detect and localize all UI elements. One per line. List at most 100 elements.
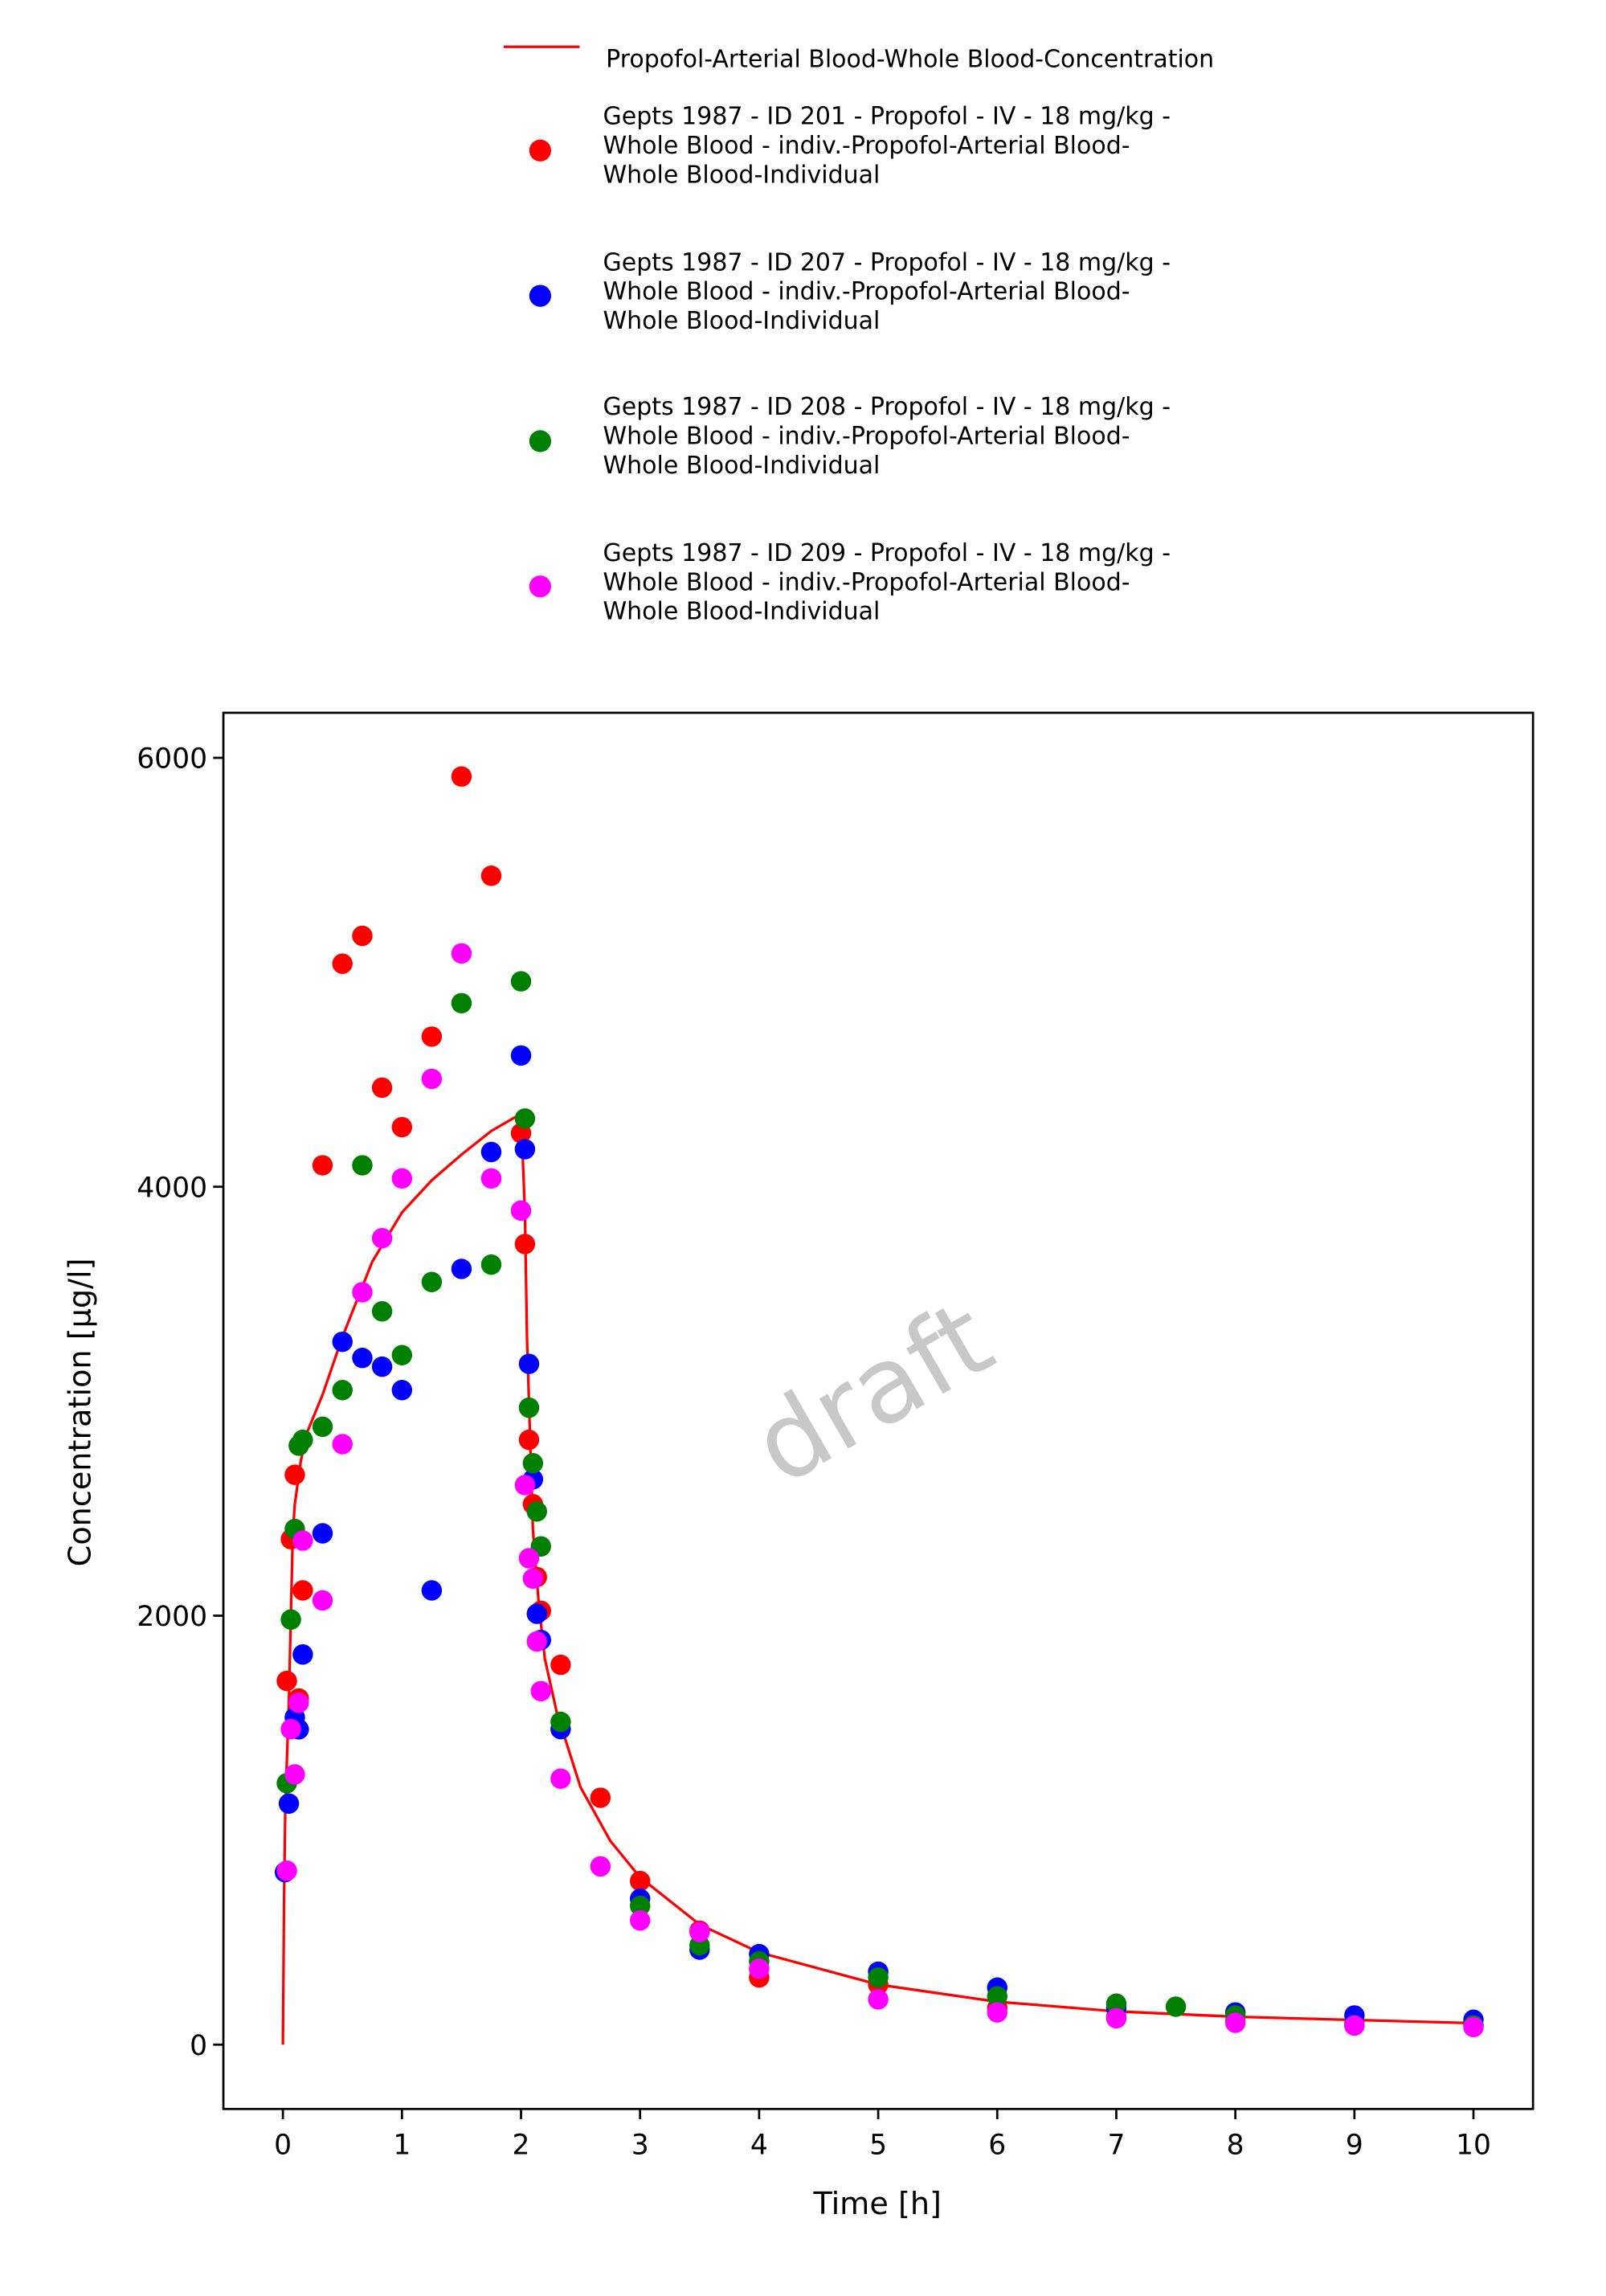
data-point xyxy=(288,1692,309,1713)
data-point xyxy=(332,1380,353,1401)
data-point xyxy=(518,1353,540,1374)
data-point xyxy=(1344,2015,1365,2036)
data-point xyxy=(312,1416,333,1438)
data-point xyxy=(371,1301,393,1322)
data-point xyxy=(391,1380,413,1401)
y-tick-label: 0 xyxy=(190,2030,207,2062)
data-point xyxy=(421,1271,443,1292)
data-point xyxy=(280,1718,301,1740)
data-point xyxy=(526,1501,547,1522)
data-point xyxy=(868,1989,889,2010)
plot-area xyxy=(274,766,1484,2045)
data-point xyxy=(1463,2016,1484,2038)
data-point xyxy=(550,1711,571,1733)
data-point xyxy=(629,1909,651,1931)
data-point xyxy=(629,1870,651,1892)
legend-marker xyxy=(529,430,552,452)
data-point xyxy=(391,1168,413,1189)
data-point xyxy=(480,866,502,886)
y-tick-label: 4000 xyxy=(137,1172,207,1204)
watermark: draft xyxy=(734,1277,1011,1508)
data-point xyxy=(284,1464,305,1485)
data-point xyxy=(292,1429,313,1451)
x-tick-label: 7 xyxy=(1107,2130,1125,2162)
data-point xyxy=(868,1967,889,1988)
x-tick-label: 5 xyxy=(869,2130,887,2162)
data-point xyxy=(451,1259,472,1279)
data-point xyxy=(480,1141,502,1163)
data-point xyxy=(514,1108,536,1129)
data-point xyxy=(352,1155,373,1176)
data-point xyxy=(391,1344,413,1365)
data-point xyxy=(514,1139,536,1160)
x-tick-label: 9 xyxy=(1346,2130,1363,2162)
data-point xyxy=(371,1077,393,1099)
x-tick-label: 8 xyxy=(1227,2130,1244,2162)
data-point xyxy=(1105,1993,1127,2014)
legend-entry: Gepts 1987 - ID 207 - Propofol - IV - 18… xyxy=(603,248,1171,334)
data-point xyxy=(391,1116,413,1138)
data-point xyxy=(550,1654,571,1676)
data-point xyxy=(526,1603,547,1624)
data-point xyxy=(480,1168,502,1189)
y-tick-label: 6000 xyxy=(137,743,207,776)
data-point xyxy=(522,1453,544,1474)
data-point xyxy=(514,1234,536,1254)
data-point xyxy=(284,1764,305,1785)
data-point xyxy=(518,1429,540,1451)
data-point xyxy=(689,1922,710,1942)
legend-label: Gepts 1987 - ID 209 - Propofol - IV - 18… xyxy=(603,538,1171,625)
data-point xyxy=(371,1228,393,1249)
data-point xyxy=(352,925,373,947)
data-point xyxy=(352,1282,373,1303)
data-point xyxy=(312,1590,333,1611)
data-point xyxy=(1224,2012,1246,2033)
data-point xyxy=(518,1548,540,1569)
data-point xyxy=(312,1155,333,1176)
legend-label: Gepts 1987 - ID 207 - Propofol - IV - 18… xyxy=(603,248,1171,334)
x-tick-label: 6 xyxy=(988,2130,1006,2162)
simulation-line xyxy=(281,1111,1474,2045)
data-point xyxy=(590,1856,611,1877)
data-point xyxy=(518,1397,540,1418)
data-point xyxy=(332,953,353,974)
y-tick-label: 2000 xyxy=(137,1601,207,1633)
data-point xyxy=(421,1580,443,1601)
data-point xyxy=(332,1434,353,1455)
data-point xyxy=(987,2002,1008,2023)
data-point xyxy=(332,1331,353,1353)
legend-label: Gepts 1987 - ID 201 - Propofol - IV - 18… xyxy=(603,102,1171,189)
legend-entry: Gepts 1987 - ID 208 - Propofol - IV - 18… xyxy=(603,393,1171,479)
data-point xyxy=(1165,1996,1187,2017)
x-tick-label: 1 xyxy=(393,2130,411,2162)
y-axis-label: Concentration [µg/l] xyxy=(63,1259,98,1567)
data-point xyxy=(421,1026,443,1047)
legend-entry: Gepts 1987 - ID 209 - Propofol - IV - 18… xyxy=(603,538,1171,625)
data-point xyxy=(550,1768,571,1790)
data-point xyxy=(278,1793,300,1814)
x-tick-label: 0 xyxy=(274,2130,292,2162)
data-point xyxy=(530,1680,551,1702)
legend-marker xyxy=(529,139,552,162)
data-point xyxy=(526,1631,547,1652)
data-point xyxy=(510,1200,532,1222)
data-point xyxy=(510,971,532,992)
legend-marker xyxy=(529,284,552,307)
data-point xyxy=(451,943,472,964)
data-point xyxy=(590,1787,611,1808)
legend-marker xyxy=(529,575,552,598)
data-point xyxy=(749,1958,770,1979)
data-point xyxy=(371,1356,393,1377)
x-tick-label: 10 xyxy=(1456,2130,1491,2162)
data-point xyxy=(276,1860,297,1881)
data-point xyxy=(987,1986,1008,2007)
data-point xyxy=(292,1580,313,1601)
data-point xyxy=(480,1254,502,1275)
data-point xyxy=(514,1475,536,1496)
data-point xyxy=(522,1568,544,1590)
data-point xyxy=(280,1609,301,1630)
data-point xyxy=(292,1644,313,1665)
data-point xyxy=(629,1895,651,1917)
